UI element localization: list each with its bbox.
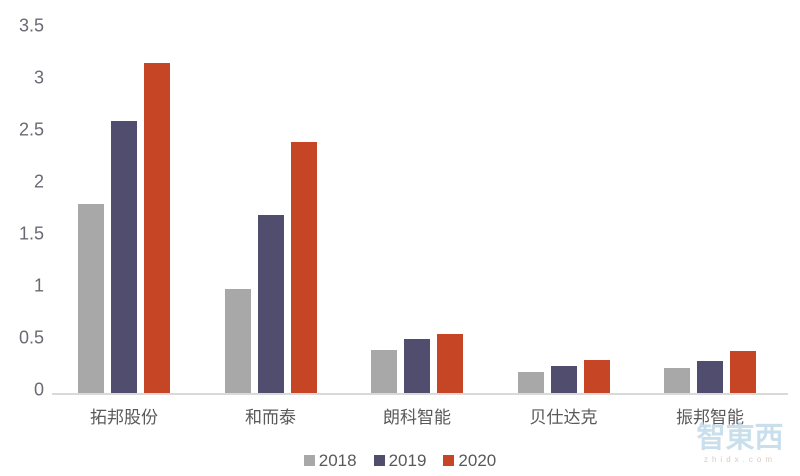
legend-swatch-icon: [373, 454, 385, 466]
legend-label: 2018: [318, 450, 357, 470]
legend-item-2019: 2019: [373, 450, 427, 470]
legend-item-2018: 2018: [303, 450, 357, 470]
bar-2018-振邦智能: [664, 368, 690, 393]
y-axis-tick-label: 3: [33, 67, 44, 88]
y-axis-tick-label: 1: [33, 275, 44, 296]
bar-2020-朗科智能: [437, 333, 463, 393]
bar-2019-拓邦股份: [111, 120, 137, 393]
bar-2018-朗科智能: [371, 350, 397, 393]
y-axis-tick-label: 0: [33, 379, 44, 400]
bar-2020-振邦智能: [730, 351, 756, 393]
legend-label: 2020: [458, 450, 497, 470]
x-axis-category-label: 和而泰: [245, 408, 296, 427]
y-axis-tick-label: 0.5: [18, 327, 44, 348]
bar-2020-和而泰: [290, 142, 317, 393]
bar-2018-贝仕达克: [517, 372, 544, 393]
chart-legend: 2018 2019 2020: [0, 449, 800, 471]
legend-swatch-icon: [303, 454, 315, 466]
y-axis-tick-label: 3.5: [18, 15, 44, 36]
x-axis-category-label: 拓邦股份: [90, 408, 158, 427]
legend-item-2020: 2020: [443, 452, 496, 469]
legend-label: 2019: [388, 450, 427, 470]
bar-2019-朗科智能: [404, 338, 430, 393]
y-axis-tick-label: 2: [33, 171, 44, 192]
bar-2020-拓邦股份: [144, 63, 170, 393]
bar-2019-贝仕达克: [550, 365, 577, 393]
bar-2018-和而泰: [224, 289, 251, 393]
x-axis-category-label: 振邦智能: [676, 408, 744, 427]
bar-2018-拓邦股份: [78, 203, 104, 393]
bar-2020-贝仕达克: [583, 359, 610, 393]
y-axis-tick-label: 2.5: [18, 119, 44, 140]
x-axis-category-label: 贝仕达克: [529, 408, 598, 427]
bar-2019-和而泰: [257, 215, 284, 393]
legend-swatch-icon: [443, 454, 455, 466]
y-axis-tick-label: 1.5: [18, 223, 44, 244]
x-axis-category-label: 朗科智能: [383, 408, 451, 427]
bar-2019-振邦智能: [697, 360, 723, 393]
x-axis-line: [52, 393, 788, 395]
